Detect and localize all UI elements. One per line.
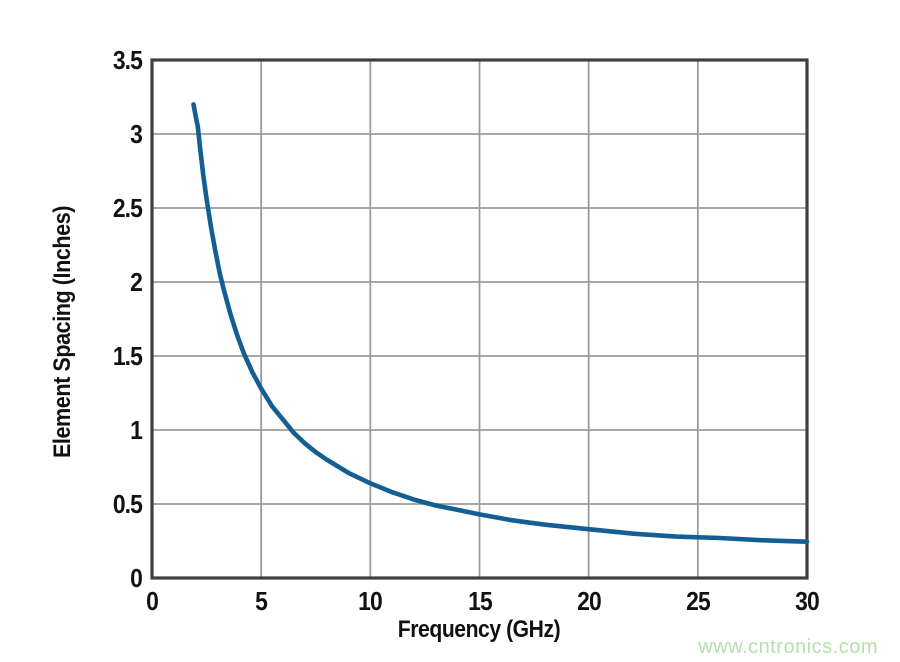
y-tick-label: 0.5 [112,489,143,519]
y-tick-label: 3 [130,119,143,149]
gridlines [152,60,807,578]
x-tick-label: 15 [467,586,493,616]
element-spacing-curve [191,102,810,544]
plot-border [150,58,809,580]
y-tick-label: 2 [130,267,143,297]
y-tick-label: 3.5 [112,45,143,75]
x-tick-label: 5 [255,586,268,616]
x-tick-label: 20 [576,586,602,616]
y-tick-label: 2.5 [112,193,143,223]
x-axis-title: Frequency (GHz) [397,616,561,643]
x-tick-label: 10 [358,586,383,616]
y-tick-label: 1 [130,415,143,445]
x-tick-label: 30 [795,586,820,616]
y-tick-label: 1.5 [112,341,143,371]
x-tick-label: 0 [146,586,159,616]
x-tick-label: 25 [685,586,711,616]
y-tick-label: 0 [130,563,143,593]
y-axis-title: Element Spacing (Inches) [49,205,76,459]
watermark-text: www.cntronics.com [698,636,878,658]
